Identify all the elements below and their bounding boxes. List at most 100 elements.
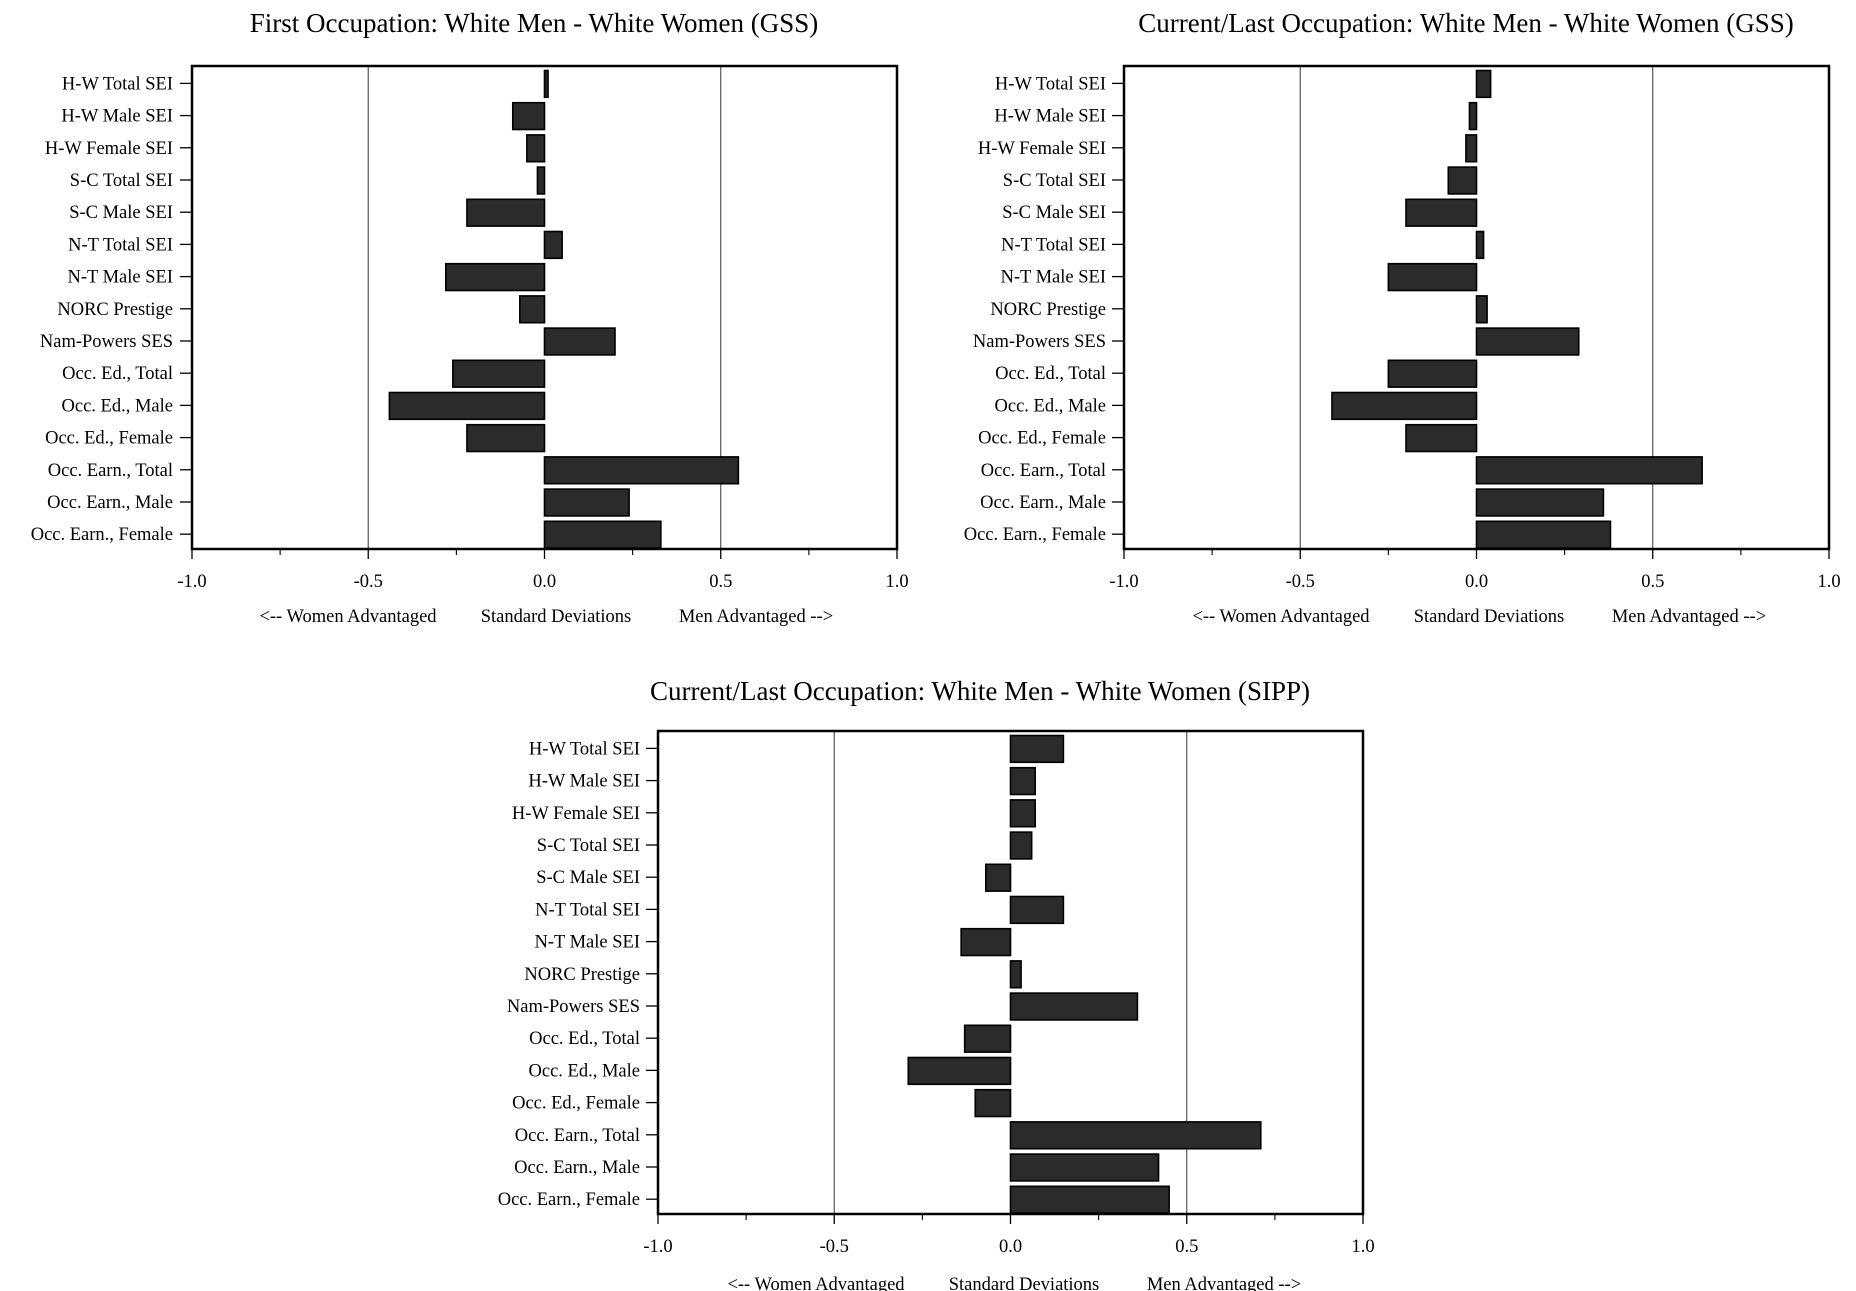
category-label: N-T Male SEI — [1001, 268, 1107, 288]
category-label: Occ. Earn., Total — [515, 1126, 640, 1146]
bar-s-c-total-sei — [1447, 166, 1478, 195]
category-label: NORC Prestige — [524, 965, 640, 985]
category-label: H-W Female SEI — [512, 804, 640, 824]
category-label: N-T Male SEI — [68, 268, 174, 288]
category-label: Occ. Ed., Female — [978, 429, 1106, 449]
bar-occ-ed-male — [388, 391, 546, 421]
category-label: H-W Male SEI — [528, 772, 640, 792]
x-axis-label-men: Men Advantaged --> — [679, 607, 833, 627]
x-tick-label: 1.0 — [1817, 572, 1840, 592]
category-label: H-W Male SEI — [61, 107, 173, 127]
x-axis-label-women: <-- Women Advantaged — [259, 607, 437, 627]
chart-panel-current-occupation-sipp: Current/Last Occupation: White Men - Whi… — [498, 676, 1375, 1291]
category-label: H-W Male SEI — [994, 107, 1106, 127]
category-label: Occ. Earn., Female — [498, 1190, 640, 1210]
category-label: NORC Prestige — [57, 300, 173, 320]
bar-h-w-total-sei — [1475, 69, 1492, 99]
category-label: S-C Total SEI — [537, 836, 640, 856]
bar-occ-earn-female — [1475, 520, 1612, 549]
bar-h-w-total-sei — [1009, 734, 1065, 764]
chart-panel-first-occupation-gss: First Occupation: White Men - White Wome… — [31, 8, 909, 627]
x-axis-label-women: <-- Women Advantaged — [1192, 607, 1370, 627]
x-tick-label: -0.5 — [1286, 572, 1315, 592]
category-label: NORC Prestige — [990, 300, 1106, 320]
category-label: H-W Total SEI — [995, 74, 1106, 94]
x-tick-label: 0.0 — [533, 572, 556, 592]
bar-occ-ed-total — [963, 1024, 1012, 1053]
bar-occ-earn-total — [543, 456, 740, 485]
x-tick-label: -1.0 — [1109, 572, 1138, 592]
x-tick-label: -1.0 — [177, 572, 206, 592]
category-label: Occ. Ed., Female — [45, 429, 173, 449]
category-label: N-T Total SEI — [535, 900, 640, 920]
bar-s-c-total-sei — [536, 166, 546, 195]
category-label: N-T Male SEI — [535, 933, 641, 953]
chart-title: First Occupation: White Men - White Wome… — [250, 8, 819, 38]
category-label: N-T Total SEI — [68, 235, 173, 255]
bar-occ-ed-female — [466, 423, 546, 453]
bar-occ-ed-female — [1405, 423, 1478, 453]
category-label: S-C Male SEI — [69, 203, 173, 223]
category-label: Nam-Powers SES — [40, 332, 173, 352]
category-label: S-C Total SEI — [1003, 171, 1106, 191]
x-tick-label: 0.5 — [709, 572, 732, 592]
category-label: Occ. Earn., Total — [48, 461, 173, 481]
chart-title: Current/Last Occupation: White Men - Whi… — [1138, 8, 1793, 38]
bar-occ-earn-female — [1009, 1185, 1170, 1214]
category-label: H-W Total SEI — [62, 74, 173, 94]
bar-norc-prestige — [1475, 295, 1488, 324]
bar-h-w-female-sei — [1465, 134, 1478, 163]
bar-occ-earn-total — [1475, 456, 1703, 485]
bar-nam-powers-ses — [1009, 992, 1139, 1021]
bar-occ-earn-total — [1009, 1121, 1262, 1150]
category-label: Occ. Earn., Female — [964, 525, 1106, 545]
bar-norc-prestige — [519, 295, 546, 324]
bar-n-t-male-sei — [444, 262, 546, 292]
x-axis-label-units: Standard Deviations — [1414, 607, 1565, 627]
x-tick-label: -0.5 — [820, 1237, 849, 1257]
category-label: Occ. Ed., Total — [529, 1029, 640, 1049]
category-label: Occ. Earn., Female — [31, 525, 173, 545]
category-label: Occ. Ed., Male — [529, 1061, 640, 1081]
bar-h-w-male-sei — [511, 101, 546, 131]
bar-occ-earn-female — [543, 520, 662, 549]
bar-h-w-female-sei — [1009, 799, 1036, 828]
x-tick-label: -0.5 — [354, 572, 383, 592]
bar-h-w-male-sei — [1009, 766, 1036, 796]
category-label: H-W Female SEI — [45, 139, 173, 159]
bar-s-c-male-sei — [466, 198, 546, 227]
bar-s-c-male-sei — [985, 863, 1012, 892]
bar-occ-ed-male — [1331, 391, 1478, 421]
category-label: Occ. Ed., Male — [995, 396, 1106, 416]
bar-s-c-total-sei — [1009, 831, 1033, 860]
category-label: H-W Female SEI — [978, 139, 1106, 159]
bar-nam-powers-ses — [1475, 327, 1580, 356]
x-tick-label: 0.5 — [1641, 572, 1664, 592]
bar-n-t-total-sei — [543, 230, 563, 260]
x-tick-label: 0.5 — [1175, 1237, 1198, 1257]
category-label: Occ. Earn., Male — [47, 493, 173, 513]
category-label: Occ. Ed., Female — [512, 1094, 640, 1114]
bar-occ-earn-male — [543, 488, 630, 517]
bar-h-w-female-sei — [526, 134, 546, 163]
category-label: S-C Total SEI — [70, 171, 173, 191]
bar-occ-earn-male — [1475, 488, 1605, 517]
category-label: Nam-Powers SES — [507, 997, 640, 1017]
bar-occ-earn-male — [1009, 1153, 1160, 1182]
bar-h-w-total-sei — [543, 69, 549, 99]
x-tick-label: -1.0 — [643, 1237, 672, 1257]
bar-occ-ed-male — [907, 1056, 1012, 1086]
category-label: Occ. Earn., Male — [980, 493, 1106, 513]
x-axis-label-units: Standard Deviations — [949, 1275, 1100, 1291]
x-tick-label: 1.0 — [885, 572, 908, 592]
category-label: Occ. Ed., Male — [62, 396, 173, 416]
category-label: Occ. Earn., Male — [514, 1158, 640, 1178]
x-axis-label-men: Men Advantaged --> — [1612, 607, 1766, 627]
category-label: Occ. Ed., Total — [62, 364, 173, 384]
bar-n-t-male-sei — [960, 927, 1012, 957]
category-label: Occ. Ed., Total — [995, 364, 1106, 384]
x-axis-label-men: Men Advantaged --> — [1147, 1275, 1301, 1291]
category-label: Nam-Powers SES — [973, 332, 1106, 352]
chart-title: Current/Last Occupation: White Men - Whi… — [650, 676, 1310, 706]
